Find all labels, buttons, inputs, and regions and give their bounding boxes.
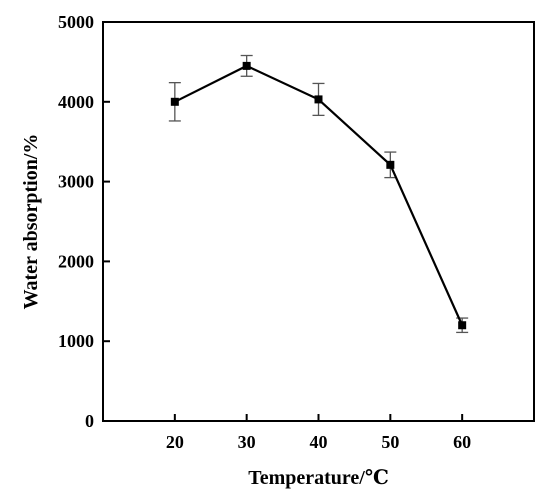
x-axis: 20 30 40 50 60 [166, 414, 471, 452]
x-tick-label: 30 [238, 432, 256, 452]
data-point [242, 61, 251, 70]
y-tick-label: 3000 [58, 172, 94, 192]
y-tick-label: 2000 [58, 251, 94, 271]
y-tick-label: 1000 [58, 331, 94, 351]
y-tick-label: 5000 [58, 12, 94, 32]
x-axis-title: Temperature/℃ [248, 467, 389, 489]
x-tick-label: 20 [166, 432, 184, 452]
data-point [458, 321, 467, 330]
x-tick-label: 50 [381, 432, 399, 452]
data-point [386, 160, 395, 169]
plot-area-frame [102, 21, 535, 422]
data-point [170, 97, 179, 106]
y-axis-title: Water absorption/% [20, 134, 42, 310]
x-tick-label: 40 [310, 432, 328, 452]
data-point [314, 95, 323, 104]
x-tick-label: 60 [453, 432, 471, 452]
series-markers [170, 61, 467, 330]
y-tick-label: 4000 [58, 92, 94, 112]
y-tick-label: 0 [85, 411, 94, 431]
y-axis: 0 1000 2000 3000 4000 5000 [58, 12, 110, 431]
